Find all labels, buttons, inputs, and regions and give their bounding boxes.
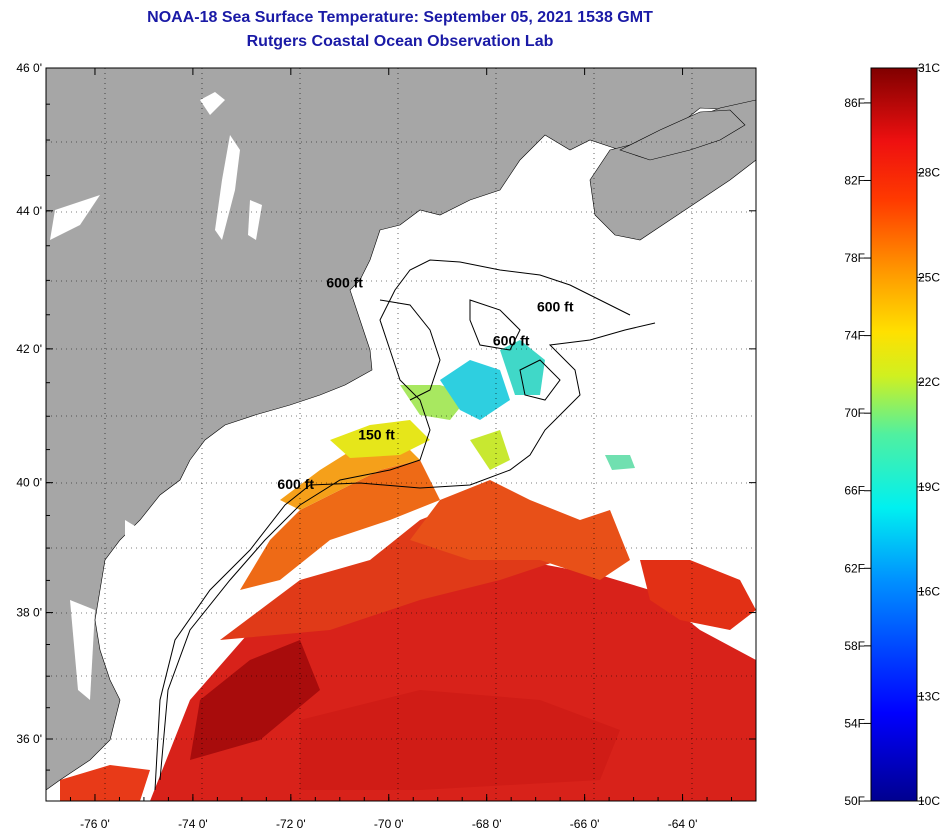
inland-water [50,92,262,700]
lat-tick-label: 36 0' [16,732,42,746]
depth-contour-label: 600 ft [326,274,363,290]
colorbar-celsius-label: 22C [918,375,940,389]
depth-contour-label: 600 ft [493,332,530,348]
colorbar-labels: 31C 28C 25C 22C 19C 16C 13C 10C 86F 82F 78F 74F 70F 6… [844,61,940,808]
lat-lon-grid [46,68,756,801]
depth-contour-label: 600 ft [537,298,574,314]
depth-contour-label: 600 ft [277,476,314,492]
colorbar-fahrenheit-label: 50F [844,794,865,808]
lon-tick-label: -72 0' [276,817,306,831]
lat-tick-label: 42 0' [16,342,42,356]
lat-tick-label: 44 0' [16,204,42,218]
depth-contours [154,259,656,791]
lon-tick-label: -76 0' [80,817,110,831]
colorbar [870,67,918,802]
map-subtitle: Rutgers Coastal Ocean Observation Lab [246,33,554,50]
lat-tick-label: 46 0' [16,61,42,75]
colorbar-celsius-label: 13C [918,689,940,703]
colorbar-fahrenheit-label: 86F [844,96,865,110]
axis-layer: 46 0' 44 0' 42 0' 40 0' 38 0' 36 0' -76 0' -74 … [16,61,757,831]
lon-tick-label: -74 0' [178,817,208,831]
contour-label-layer: 600 ft 600 ft 600 ft 150 ft 600 ft [277,274,573,492]
colorbar-celsius-label: 25C [918,270,940,284]
map-title: NOAA-18 Sea Surface Temperature: Septemb… [147,9,653,26]
lat-tick-label: 38 0' [16,606,42,620]
lat-tick-label: 40 0' [16,476,42,490]
colorbar-celsius-label: 31C [918,61,940,75]
sst-data-layer [60,340,756,801]
depth-contour-label: 150 ft [358,427,395,443]
colorbar-fahrenheit-label: 62F [844,561,865,575]
colorbar-fahrenheit-label: 82F [844,173,865,187]
map-border [45,67,757,802]
colorbar-celsius-label: 19C [918,480,940,494]
land-layer [46,68,756,791]
lon-tick-label: -68 0' [472,817,502,831]
colorbar-fahrenheit-label: 58F [844,639,865,653]
colorbar-fahrenheit-label: 70F [844,406,865,420]
lon-tick-label: -66 0' [570,817,600,831]
colorbar-celsius-label: 16C [918,585,940,599]
colorbar-fahrenheit-label: 54F [844,716,865,730]
colorbar-fahrenheit-label: 78F [844,251,865,265]
lon-tick-label: -64 0' [668,817,698,831]
lon-tick-label: -70 0' [374,817,404,831]
colorbar-fahrenheit-label: 66F [844,484,865,498]
colorbar-fahrenheit-label: 74F [844,329,865,343]
colorbar-celsius-label: 28C [918,166,940,180]
colorbar-celsius-label: 10C [918,794,940,808]
